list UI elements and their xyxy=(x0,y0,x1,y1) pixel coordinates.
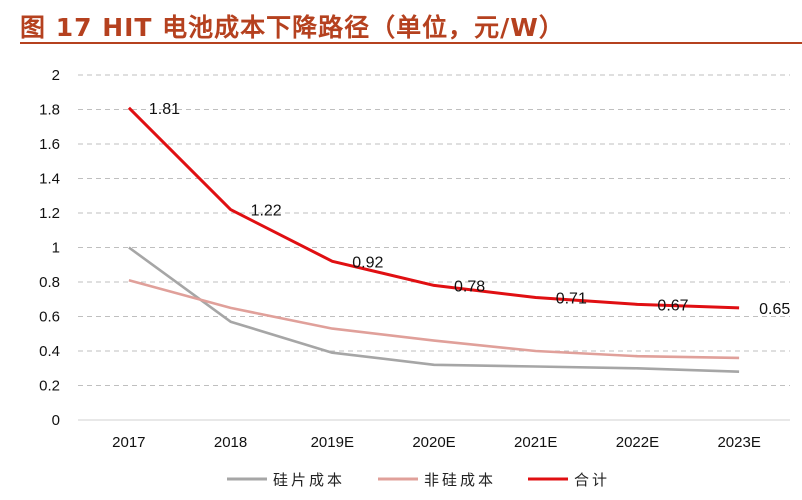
data-label-4: 0.71 xyxy=(556,291,587,308)
y-tick-label-7: 1.4 xyxy=(39,171,60,188)
data-label-2: 0.92 xyxy=(352,254,383,271)
title-underline xyxy=(20,42,802,44)
title-bar: 图 17 HIT 电池成本下降路径（单位，元/W） xyxy=(0,0,802,46)
legend-label-2: 合计 xyxy=(574,471,610,489)
y-tick-label-6: 1.2 xyxy=(39,205,60,222)
y-tick-label-3: 0.6 xyxy=(39,309,60,326)
x-tick-label-6: 2023E xyxy=(717,434,760,451)
data-label-3: 0.78 xyxy=(454,278,485,295)
series-line-2 xyxy=(127,106,740,310)
gridlines xyxy=(78,74,790,386)
chart-title: 图 17 HIT 电池成本下降路径（单位，元/W） xyxy=(20,13,565,42)
x-tick-label-3: 2020E xyxy=(412,434,455,451)
data-label-5: 0.67 xyxy=(657,297,688,314)
y-tick-label-1: 0.2 xyxy=(39,378,60,395)
data-label-6: 0.65 xyxy=(759,301,790,318)
legend: 硅片成本 非硅成本 合计 xyxy=(227,471,610,489)
data-label-0: 1.81 xyxy=(149,101,180,118)
x-tick-label-4: 2021E xyxy=(514,434,557,451)
x-tick-label-2: 2019E xyxy=(311,434,354,451)
x-tick-label-0: 2017 xyxy=(112,434,145,451)
series-line-0 xyxy=(128,246,740,373)
legend-label-0: 硅片成本 xyxy=(273,471,345,489)
y-axis: 0 0.2 0.4 0.6 0.8 1 1.2 1.4 1.6 1.8 2 xyxy=(39,67,60,429)
y-tick-label-0: 0 xyxy=(52,412,60,429)
y-tick-label-5: 1 xyxy=(52,240,60,257)
legend-label-1: 非硅成本 xyxy=(424,471,496,489)
x-tick-label-5: 2022E xyxy=(616,434,659,451)
series-lines xyxy=(127,106,740,373)
series-line-1 xyxy=(128,279,740,360)
y-tick-label-2: 0.4 xyxy=(39,343,60,360)
y-tick-label-8: 1.6 xyxy=(39,136,60,153)
y-tick-label-9: 1.8 xyxy=(39,102,60,119)
x-tick-label-1: 2018 xyxy=(214,434,247,451)
data-labels: 1.81 1.22 0.92 0.78 0.71 0.67 0.65 xyxy=(149,101,791,318)
data-label-1: 1.22 xyxy=(251,203,282,220)
x-axis: 2017 2018 2019E 2020E 2021E 2022E 2023E xyxy=(78,419,790,451)
y-tick-label-4: 0.8 xyxy=(39,274,60,291)
y-tick-label-10: 2 xyxy=(52,67,60,84)
